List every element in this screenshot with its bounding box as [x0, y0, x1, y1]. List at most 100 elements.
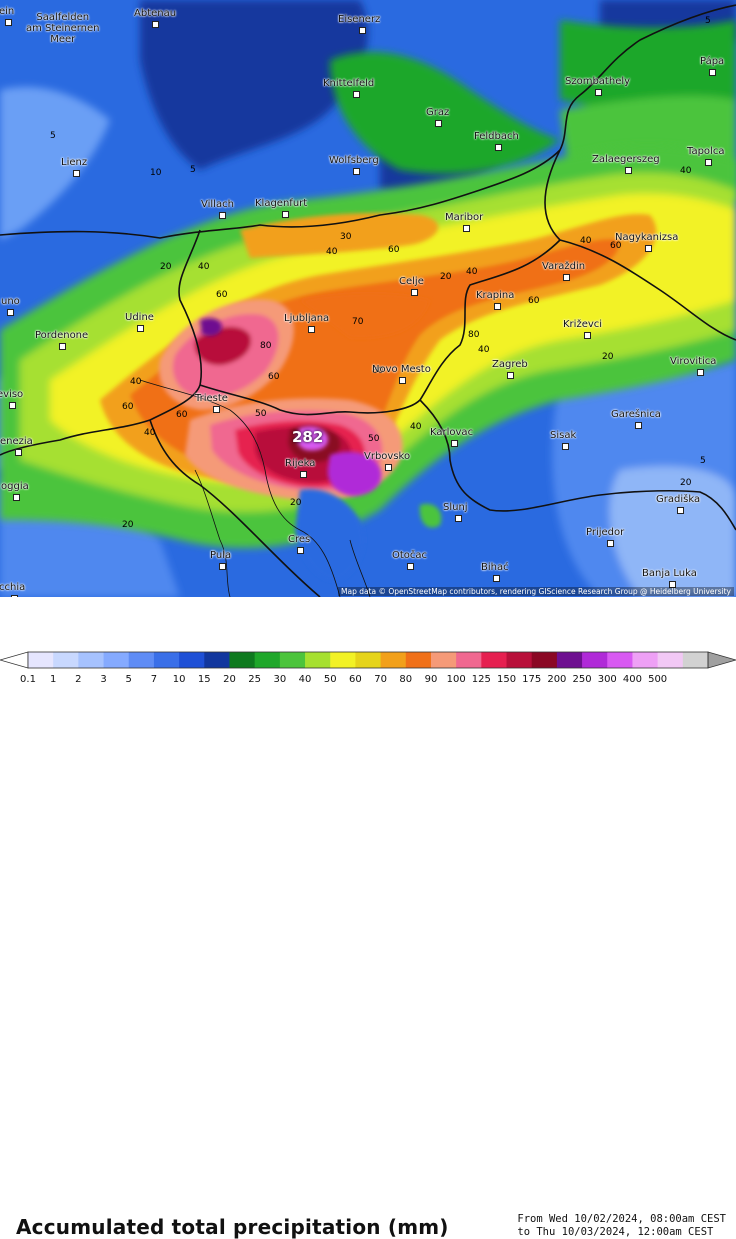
city-marker — [495, 144, 502, 151]
colorbar-tick-label: 5 — [125, 674, 132, 685]
city-marker — [152, 21, 159, 28]
city-marker — [353, 168, 360, 175]
city-marker — [282, 211, 289, 218]
city-label: Prijedor — [586, 527, 625, 538]
city-label: Celje — [399, 276, 424, 287]
colorbar-tick-label: 50 — [323, 674, 337, 685]
city-marker — [15, 449, 22, 456]
city-label: Graz — [426, 107, 450, 118]
colorbar-tick-label: 40 — [298, 674, 312, 685]
city-label: Ljubljana — [284, 313, 330, 324]
city-marker — [137, 325, 144, 332]
contour-label: 80 — [468, 330, 480, 340]
contour-label: 5 — [190, 165, 196, 175]
city-label: Garešnica — [611, 409, 661, 420]
colorbar-tick-label: 30 — [273, 674, 287, 685]
contour-label: 80 — [372, 366, 384, 376]
city-marker — [353, 91, 360, 98]
colorbar-swatch — [153, 652, 180, 668]
city-marker — [399, 377, 406, 384]
contour-label: 20 — [290, 498, 302, 508]
colorbar-min-arrow — [0, 651, 29, 669]
colorbar-tick-label: 80 — [399, 674, 413, 685]
colorbar-swatch — [204, 652, 230, 668]
city-marker — [411, 289, 418, 296]
city-marker — [595, 89, 602, 96]
city-label: Klagenfurt — [255, 198, 308, 209]
city-label: Saalfelden am Steinernen Meer — [26, 12, 100, 45]
colorbar-swatch — [582, 652, 608, 668]
colorbar-swatch — [682, 652, 709, 668]
city-marker — [507, 372, 514, 379]
precipitation-map[interactable]: 5 5 5 5 20 20 20 20 20 20 40 40 40 40 40 40 40 40 40 60 60 60… — [0, 0, 736, 597]
city-marker — [494, 303, 501, 310]
colorbar-tick-label: 60 — [349, 674, 362, 685]
city-label: eviso — [0, 389, 24, 400]
city-marker — [493, 575, 500, 582]
city-label: Krapina — [476, 290, 515, 301]
contour-label: 60 — [216, 290, 228, 300]
city-marker — [697, 369, 704, 376]
colorbar-swatch — [556, 652, 583, 668]
city-label: cchia — [0, 582, 26, 593]
contour-label: 20 — [602, 352, 614, 362]
colorbar-tick-label: 7 — [150, 674, 158, 685]
city-label: Szombathely — [565, 76, 631, 87]
city-label: ein — [0, 6, 15, 17]
city-label: Abtenau — [134, 8, 177, 19]
colorbar-swatch — [53, 652, 79, 668]
city-marker — [705, 159, 712, 166]
city-marker — [308, 326, 315, 333]
city-label: Villach — [201, 199, 234, 210]
contour-label: 40 — [478, 345, 490, 355]
city-label-line: Meer — [50, 34, 76, 45]
city-label: Rijeka — [285, 458, 316, 469]
colorbar-swatch — [279, 652, 306, 668]
city-marker — [359, 27, 366, 34]
colorbar-tick-label: 300 — [597, 674, 617, 685]
contour-label: 60 — [176, 410, 188, 420]
contour-label: 70 — [352, 317, 364, 327]
colorbar-tick-label: 3 — [100, 674, 107, 685]
city-label: Trieste — [195, 393, 228, 404]
colorbar-swatch — [78, 652, 105, 668]
city-label: Karlovac — [430, 427, 474, 438]
city-marker — [709, 69, 716, 76]
city-label: Vrbovsko — [364, 451, 411, 462]
colorbar-swatch — [380, 652, 407, 668]
contour-label: 60 — [122, 402, 134, 412]
contour-label: 40 — [144, 428, 156, 438]
contour-label: 40 — [580, 236, 592, 246]
colorbar-tick-label: 125 — [471, 674, 491, 685]
time-range: From Wed 10/02/2024, 08:00am CEST to Thu… — [517, 1213, 726, 1239]
colorbar-swatch — [456, 652, 482, 668]
contour-label: 40 — [130, 377, 142, 387]
contour-label: 40 — [410, 422, 422, 432]
colorbar-tick-label: 15 — [197, 674, 211, 685]
colorbar-tick-label: 400 — [622, 674, 642, 685]
colorbar-swatch — [254, 652, 281, 668]
contour-label: 80 — [260, 341, 272, 351]
contour-label: 40 — [466, 267, 478, 277]
city-marker — [73, 170, 80, 177]
colorbar-tick-label: 2 — [75, 674, 82, 685]
contour-label: 5 — [700, 456, 706, 466]
contour-label: 10 — [150, 168, 162, 178]
city-label: Feldbach — [474, 131, 519, 142]
colorbar-swatch — [128, 652, 155, 668]
city-label: Eisenerz — [338, 14, 381, 25]
contour-label: 50 — [368, 434, 380, 444]
contour-label: 20 — [122, 520, 134, 530]
city-label: Pápa — [700, 56, 725, 67]
city-label: Novo Mesto — [372, 364, 431, 375]
city-label: Gradiška — [656, 494, 701, 505]
city-marker — [677, 507, 684, 514]
city-label-line: am Steinernen — [26, 23, 100, 34]
city-marker — [297, 547, 304, 554]
city-label: Tapolca — [687, 146, 725, 157]
city-marker — [669, 581, 676, 588]
city-marker — [13, 494, 20, 501]
colorbar-swatch — [531, 652, 558, 668]
city-label: Cres — [288, 534, 311, 545]
map-title: Accumulated total precipitation (mm) — [16, 1215, 449, 1239]
